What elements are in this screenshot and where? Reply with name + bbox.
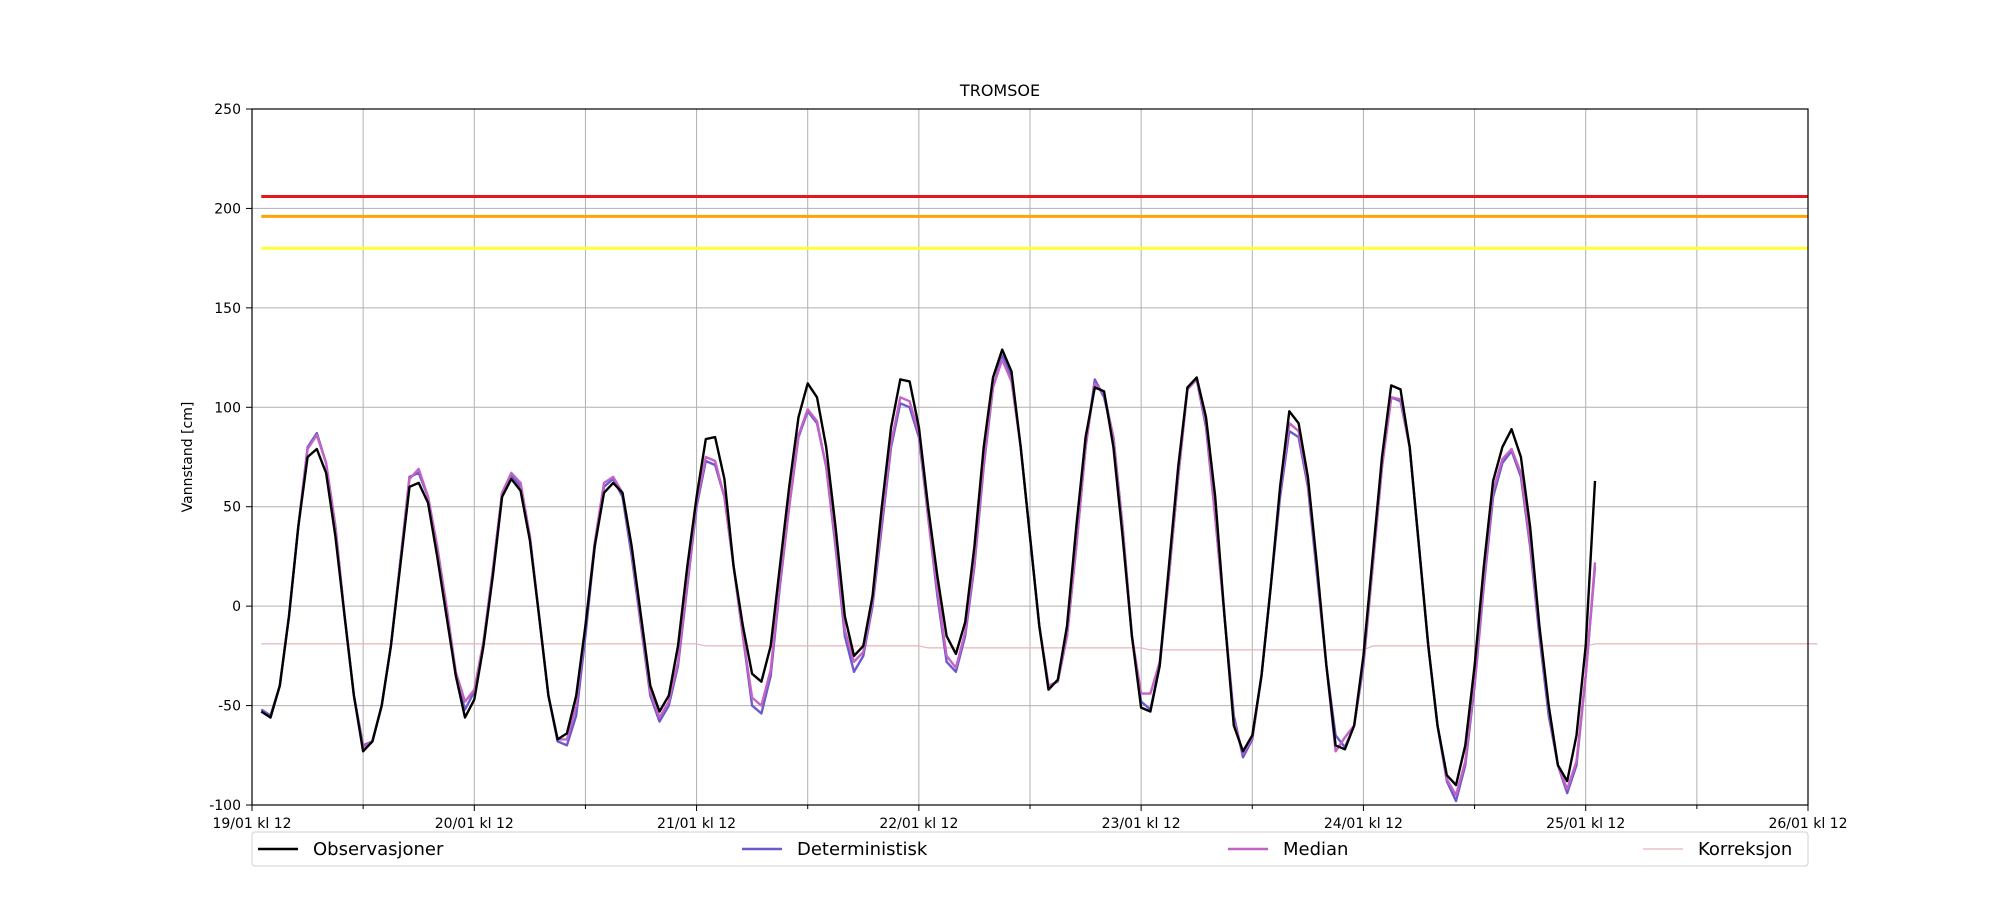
y-tick-label: 250 bbox=[214, 102, 241, 118]
y-axis: -100 -50 0 50 100 150 200 250 bbox=[209, 102, 252, 814]
y-axis-label: Vannstand [cm] bbox=[180, 402, 196, 513]
legend-entry: Median bbox=[1283, 839, 1348, 860]
legend-box bbox=[251, 831, 1809, 867]
legend-entry: Korreksjon bbox=[1698, 839, 1792, 860]
x-tick-label: 21/01 kl 12 bbox=[657, 816, 736, 832]
y-tick-label: 100 bbox=[214, 400, 241, 416]
y-tick-label: 150 bbox=[214, 301, 241, 317]
series-lines bbox=[260, 348, 1818, 803]
legend: Observasjoner Deterministisk Median Korreks… bbox=[251, 831, 1809, 867]
x-tick-label: 26/01 kl 12 bbox=[1768, 816, 1847, 832]
threshold-lines bbox=[261, 194, 1808, 250]
x-tick-label: 23/01 kl 12 bbox=[1102, 816, 1181, 832]
chart-title: TROMSOE bbox=[959, 81, 1040, 100]
y-tick-label: -100 bbox=[209, 798, 241, 814]
series-line-korreksjon bbox=[261, 643, 1818, 651]
x-tick-label: 25/01 kl 12 bbox=[1546, 816, 1625, 832]
y-tick-label: 50 bbox=[223, 500, 241, 516]
legend-entry: Deterministisk bbox=[797, 839, 928, 860]
y-tick-label: 0 bbox=[232, 599, 241, 615]
x-tick-label: 19/01 kl 12 bbox=[212, 816, 291, 832]
y-tick-label: -50 bbox=[218, 699, 241, 715]
series-line-observasjoner bbox=[260, 348, 1597, 787]
x-axis: 19/01 kl 12 20/01 kl 12 21/01 kl 12 22/01 k… bbox=[212, 805, 1848, 832]
y-tick-label: 200 bbox=[214, 201, 241, 217]
x-tick-label: 20/01 kl 12 bbox=[435, 816, 514, 832]
legend-entry: Observasjoner bbox=[313, 839, 444, 860]
x-tick-label: 22/01 kl 12 bbox=[879, 816, 958, 832]
x-tick-label: 24/01 kl 12 bbox=[1324, 816, 1403, 832]
